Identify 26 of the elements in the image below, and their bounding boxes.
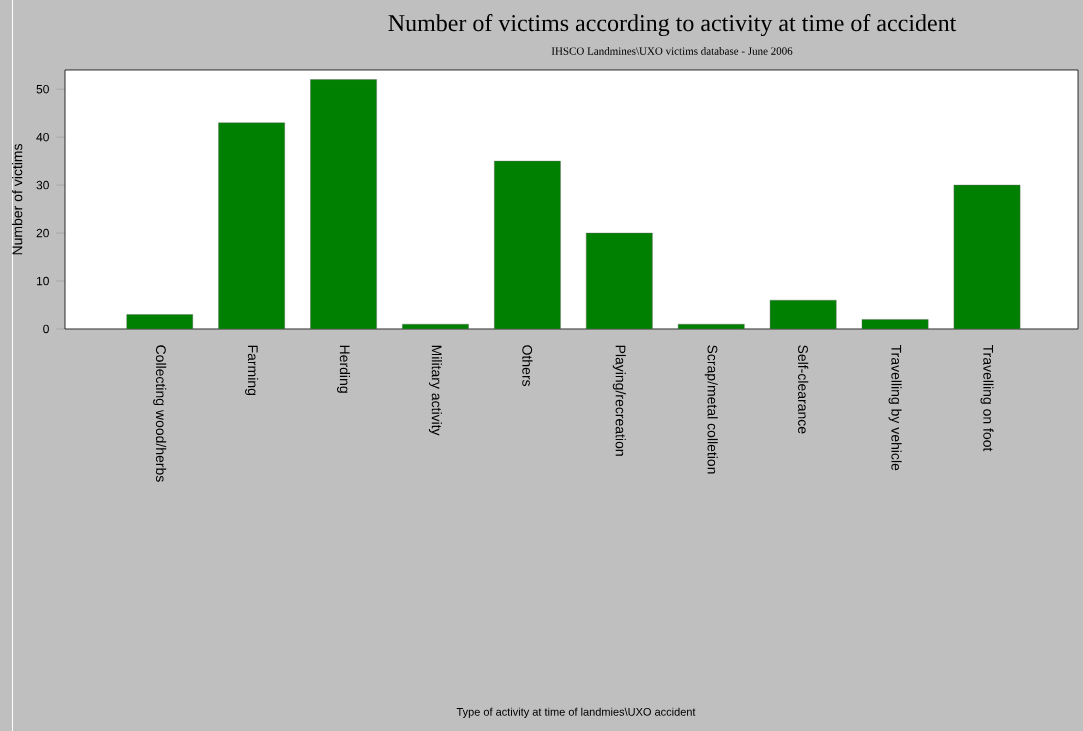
y-axis-title: Number of victims [12, 144, 23, 255]
x-tick-label: Scrap/metal colletion [704, 345, 718, 474]
bar [494, 161, 561, 329]
y-tick-label: 10 [36, 276, 49, 286]
x-tick-label: Farming [245, 345, 259, 396]
chart-subtitle: IHSCO Landmines\UXO victims database - June 2006 [551, 47, 793, 55]
chart-title: Number of victims according to activity at time of accident [388, 14, 957, 37]
x-tick-label: Others [522, 345, 533, 387]
bar [218, 122, 285, 329]
bar [586, 233, 653, 329]
y-tick-label: 20 [36, 228, 49, 238]
y-tick-label: 0 [43, 324, 49, 334]
y-tick-label: 50 [36, 84, 49, 94]
text: Type of activity at time of landmies\UXO accident [456, 707, 696, 718]
x-tick-label: Playing/recreation [612, 345, 626, 456]
y-tick-label: 30 [36, 180, 49, 190]
x-tick-label: Travelling on foot [980, 344, 994, 452]
bar [310, 79, 377, 329]
bar [770, 300, 837, 329]
bar [953, 184, 1021, 329]
x-tick-label: Self-clearance [798, 345, 809, 434]
x-tick-label: Travelling by vehicle [888, 344, 902, 471]
y-tick-label: 40 [36, 132, 49, 142]
x-tick-label: Collecting wood/herbs [153, 345, 167, 482]
x-tick-label: Herding [337, 345, 351, 393]
x-tick-label: Military activity [428, 345, 442, 436]
